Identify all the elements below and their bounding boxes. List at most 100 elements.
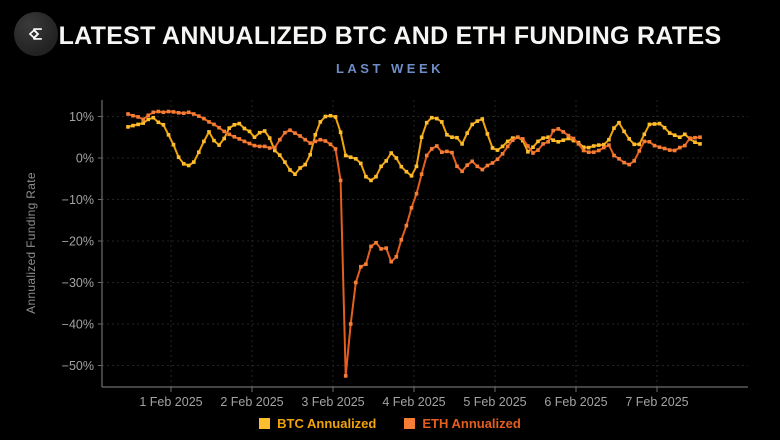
btc-marker bbox=[156, 120, 161, 125]
page-title: LATEST ANNUALIZED BTC AND ETH FUNDING RA… bbox=[58, 22, 722, 50]
eth-marker bbox=[212, 122, 216, 127]
eth-marker bbox=[338, 178, 343, 183]
eth-marker bbox=[450, 150, 454, 155]
btc-marker bbox=[632, 142, 636, 147]
eth-marker bbox=[313, 139, 318, 144]
y-tick-label: −10% bbox=[62, 193, 94, 207]
eth-marker bbox=[409, 206, 414, 210]
eth-marker bbox=[343, 374, 348, 378]
eth-marker bbox=[394, 255, 399, 259]
btc-marker bbox=[551, 138, 555, 142]
btc-marker bbox=[227, 126, 231, 130]
y-tick-label: −40% bbox=[62, 318, 94, 332]
btc-marker bbox=[607, 137, 611, 142]
btc-marker bbox=[510, 136, 515, 140]
btc-marker bbox=[303, 162, 307, 167]
y-tick-label: 0% bbox=[76, 152, 94, 166]
eth-marker bbox=[156, 109, 161, 114]
eth-marker bbox=[267, 146, 272, 150]
btc-marker bbox=[186, 163, 191, 168]
y-tick-label: −30% bbox=[62, 276, 94, 290]
eth-marker bbox=[131, 113, 135, 118]
eth-marker bbox=[526, 144, 530, 148]
btc-marker bbox=[384, 159, 388, 163]
y-tick-label: −20% bbox=[62, 235, 94, 249]
eth-marker bbox=[470, 159, 474, 164]
eth-marker bbox=[495, 157, 500, 161]
btc-marker bbox=[480, 117, 485, 121]
btc-marker bbox=[657, 121, 662, 126]
eth-marker bbox=[602, 145, 606, 150]
btc-marker bbox=[308, 152, 312, 157]
eth-marker bbox=[333, 147, 338, 151]
btc-marker bbox=[283, 160, 287, 164]
btc-marker bbox=[242, 126, 247, 131]
btc-marker bbox=[141, 121, 145, 125]
eth-marker bbox=[424, 153, 429, 158]
btc-marker bbox=[490, 146, 495, 150]
eth-marker bbox=[364, 262, 368, 266]
btc-marker bbox=[642, 132, 647, 137]
btc-marker bbox=[414, 164, 419, 169]
btc-marker bbox=[318, 120, 323, 124]
btc-marker bbox=[343, 153, 348, 158]
btc-marker bbox=[435, 116, 439, 121]
eth-marker bbox=[698, 135, 702, 139]
x-tick-label: 3 Feb 2025 bbox=[301, 395, 364, 409]
btc-marker bbox=[541, 136, 545, 140]
legend-item-eth[interactable]: ETH Annualized bbox=[404, 416, 521, 431]
btc-marker bbox=[247, 129, 252, 134]
eth-marker bbox=[257, 144, 262, 149]
eth-marker bbox=[556, 127, 561, 131]
btc-marker bbox=[440, 120, 444, 124]
btc-marker bbox=[505, 139, 510, 144]
eth-marker bbox=[374, 240, 378, 245]
eth-marker bbox=[460, 169, 464, 174]
btc-marker bbox=[293, 172, 297, 176]
eth-marker bbox=[581, 148, 586, 153]
eth-marker bbox=[298, 134, 302, 138]
btc-marker bbox=[698, 142, 702, 146]
btc-marker bbox=[622, 129, 626, 134]
btc-marker bbox=[166, 133, 171, 137]
btc-marker bbox=[176, 155, 181, 159]
btc-marker bbox=[202, 139, 206, 144]
eth-marker bbox=[586, 150, 591, 154]
btc-marker bbox=[556, 140, 561, 144]
legend-label-eth: ETH Annualized bbox=[422, 416, 521, 431]
eth-marker bbox=[541, 142, 545, 146]
chart-legend: BTC Annualized ETH Annualized bbox=[0, 416, 780, 431]
eth-marker bbox=[151, 110, 156, 115]
eth-marker bbox=[348, 322, 353, 326]
eth-marker bbox=[136, 115, 140, 119]
legend-label-btc: BTC Annualized bbox=[277, 416, 377, 431]
btc-marker bbox=[475, 119, 480, 123]
legend-item-btc[interactable]: BTC Annualized bbox=[259, 416, 376, 431]
btc-marker bbox=[146, 117, 150, 122]
btc-marker bbox=[637, 142, 642, 147]
eth-marker bbox=[657, 145, 662, 149]
eth-marker bbox=[531, 151, 535, 155]
x-tick-label: 4 Feb 2025 bbox=[382, 395, 445, 409]
eth-marker bbox=[176, 111, 181, 115]
eth-marker bbox=[490, 161, 495, 165]
eth-marker bbox=[672, 148, 677, 153]
eth-marker bbox=[693, 135, 697, 140]
btc-marker bbox=[424, 120, 429, 125]
btc-marker bbox=[586, 145, 591, 150]
y-tick-label: 10% bbox=[69, 110, 94, 124]
btc-marker bbox=[409, 174, 414, 178]
eth-marker bbox=[551, 128, 555, 133]
eth-marker bbox=[642, 139, 647, 144]
btc-marker bbox=[647, 122, 652, 127]
btc-marker bbox=[181, 162, 186, 166]
eth-marker bbox=[399, 238, 404, 242]
x-tick-label: 7 Feb 2025 bbox=[625, 395, 688, 409]
btc-marker bbox=[495, 148, 500, 152]
brand-logo bbox=[14, 12, 58, 56]
eth-marker bbox=[505, 144, 510, 149]
eth-marker bbox=[207, 120, 211, 124]
eth-marker bbox=[146, 113, 150, 118]
eth-marker bbox=[166, 109, 171, 114]
